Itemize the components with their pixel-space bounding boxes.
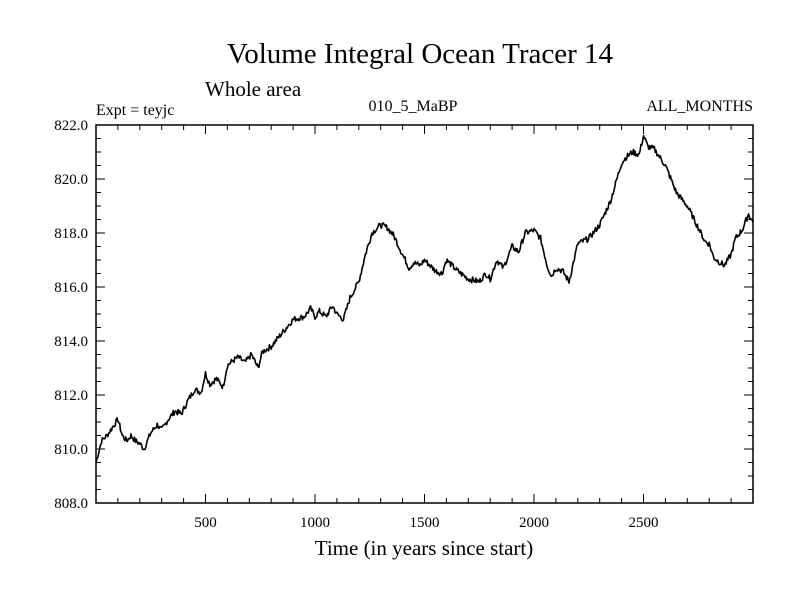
x-tick-label: 2000 (519, 515, 549, 531)
y-tick-label: 814.0 (54, 334, 88, 350)
header-right: ALL_MONTHS (646, 98, 753, 115)
y-tick-label: 818.0 (54, 226, 88, 242)
y-axis-ticks (96, 138, 753, 490)
y-tick-label: 820.0 (54, 172, 88, 188)
plot-area-frame (95, 124, 754, 504)
chart-title: Volume Integral Ocean Tracer 14 (227, 38, 614, 70)
x-axis-tick-labels: 500 1000 1500 2000 2500 (194, 515, 658, 531)
y-tick-label: 816.0 (54, 280, 88, 296)
header-left: Expt = teyjc (96, 102, 174, 119)
x-tick-label: 1500 (410, 515, 440, 531)
y-tick-label: 808.0 (54, 496, 88, 512)
x-tick-label: 500 (194, 515, 217, 531)
y-axis-tick-labels: 808.0 810.0 812.0 814.0 816.0 818.0 820.0 822.0 (54, 118, 88, 512)
series-line (95, 134, 754, 463)
header-center: 010_5_MaBP (369, 98, 458, 115)
x-axis-ticks (117, 125, 732, 503)
x-axis-label: Time (in years since start) (315, 536, 534, 560)
x-tick-label: 1000 (300, 515, 330, 531)
y-tick-label: 812.0 (54, 388, 88, 404)
y-tick-label: 810.0 (54, 442, 88, 458)
chart-subtitle: Whole area (205, 77, 302, 101)
x-tick-label: 2500 (629, 515, 659, 531)
y-tick-label: 822.0 (54, 118, 88, 134)
series-layer (95, 134, 754, 463)
